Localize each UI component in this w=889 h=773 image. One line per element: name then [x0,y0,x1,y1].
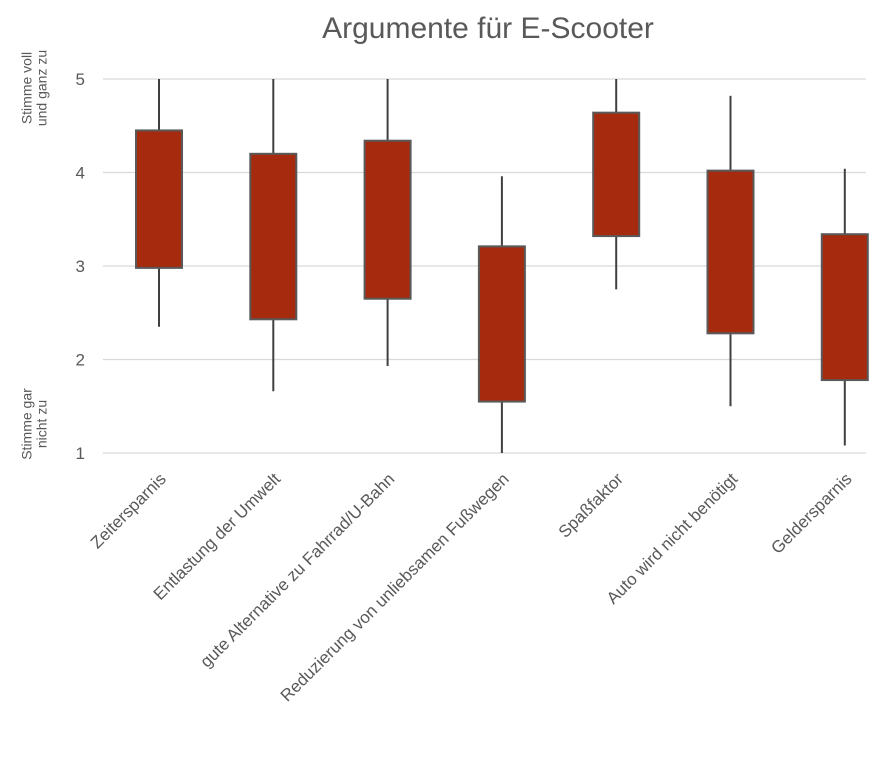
box-item-6 [706,95,755,407]
y-tick-label-1: 1 [76,444,85,463]
x-category-label-3: gute Alternative zu Fahrrad/U-Bahn [197,469,399,671]
box-rect [706,169,755,335]
box-rect [592,111,641,238]
x-category-label-2: Entlastung der Umwelt [150,469,285,604]
box-item-2 [249,79,298,392]
y-tick-label-5: 5 [76,70,85,89]
x-category-label-1: Zeitersparnis [87,469,170,552]
chart-title: Argumente für E-Scooter [322,12,654,45]
box-item-7 [820,168,869,446]
box-item-3 [363,79,412,367]
box-rect [135,129,183,269]
x-category-label-7: Geldersparnis [767,469,855,557]
axis-annotations: Stimme voll und ganz zu Stimme gar nicht zu [19,50,50,460]
box-rect [249,152,298,321]
annotation-bottom: Stimme gar nicht zu [19,388,50,460]
y-tick-label-2: 2 [76,351,85,370]
annotation-top-line-2: und ganz zu [34,50,50,126]
y-tick-labels: 1 2 3 4 5 [76,70,85,463]
box-layer [135,79,869,453]
x-category-label-5: Spaßfaktor [555,469,627,541]
box-rect [820,233,869,382]
y-tick-label-3: 3 [76,257,85,276]
x-category-label-4: Reduzierung von unliebsamen Fußwegen [277,469,513,705]
box-item-1 [135,79,183,327]
annotation-top: Stimme voll und ganz zu [19,50,50,126]
x-category-label-6: Auto wird nicht benötigt [603,469,742,608]
box-item-5 [592,79,641,290]
y-tick-label-4: 4 [76,164,85,183]
annotation-bottom-line-2: nicht zu [34,400,50,448]
box-rect [363,139,412,300]
box-item-4 [477,176,526,453]
annotation-bottom-line-1: Stimme gar [19,388,35,460]
box-rect [477,245,526,403]
annotation-top-line-1: Stimme voll [19,52,35,124]
